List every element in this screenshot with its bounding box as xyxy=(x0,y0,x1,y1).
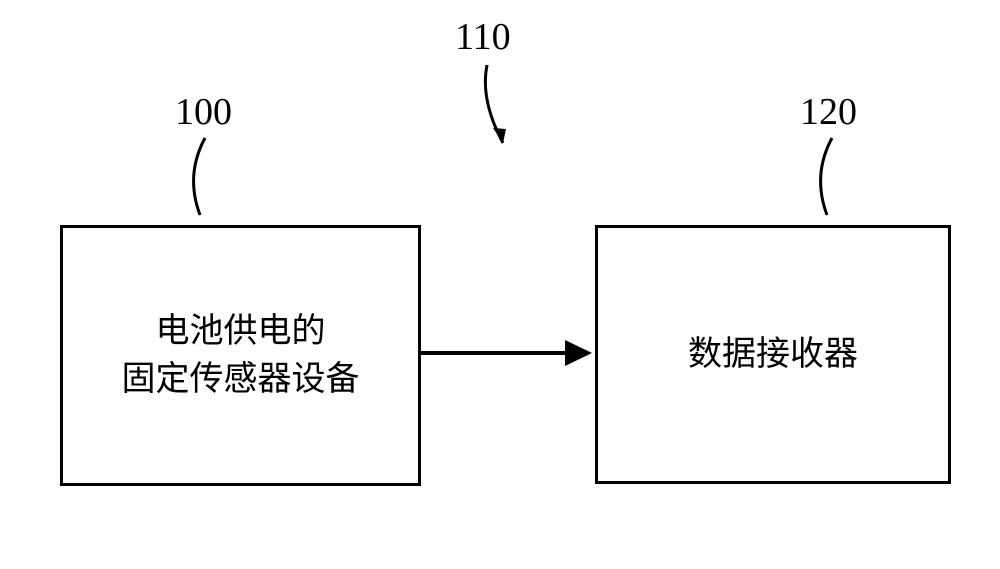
arrow-head xyxy=(565,340,592,366)
arrow-sensor-to-receiver xyxy=(0,0,1000,569)
